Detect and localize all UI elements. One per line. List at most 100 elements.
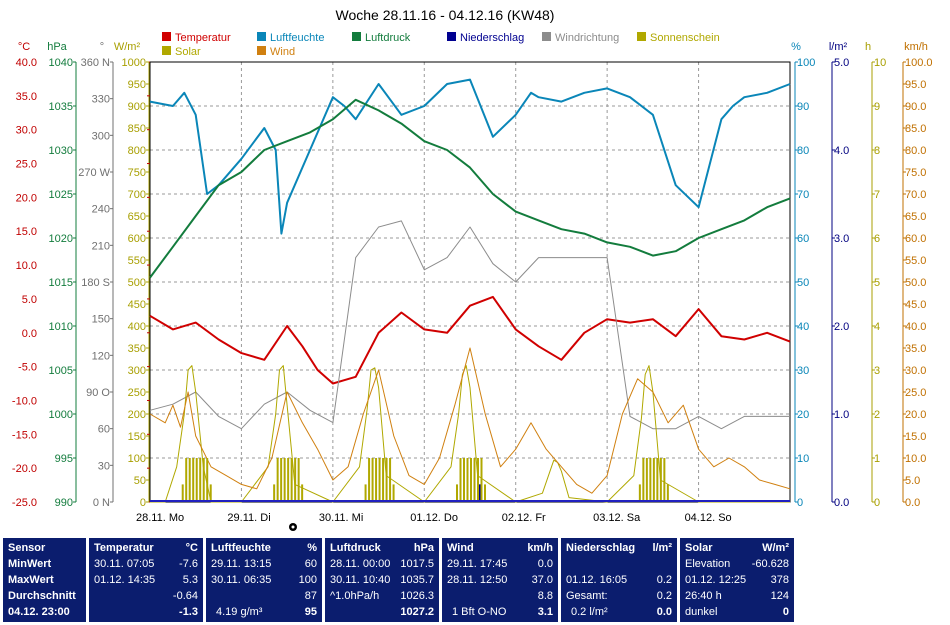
tick-label-solar: 0: [140, 497, 146, 509]
sunshine-bar: [456, 484, 458, 502]
rain-total-label: Gesamt:: [566, 590, 608, 602]
tick-label-pressure: 1015: [49, 277, 73, 289]
sunshine-bar: [638, 484, 641, 502]
legend-label: Sonnenschein: [650, 32, 720, 44]
sunshine-bar: [364, 484, 367, 502]
tick-label-winddir: 240: [92, 204, 110, 216]
tick-label-humidity: 10: [797, 453, 809, 465]
solar-state: dunkel: [685, 606, 718, 618]
tick-label-rain: 1.0: [834, 409, 849, 421]
tick-label-pressure: 1030: [49, 145, 73, 157]
wind-unit: km/h: [527, 542, 553, 554]
tick-label-wind: 65.0: [905, 211, 926, 223]
tick-label-solar: 500: [128, 277, 146, 289]
sunshine-bar: [283, 458, 286, 502]
solar-unit: W/m²: [762, 542, 789, 554]
sunshine-bar: [185, 458, 188, 502]
sensor-title: Sensor: [8, 542, 46, 554]
temperature-unit: °C: [185, 542, 198, 554]
sunshine-bar: [297, 458, 300, 502]
legend-label: Luftdruck: [365, 32, 411, 44]
temperature-max-value: 5.3: [182, 574, 198, 586]
sunshine-bar: [181, 484, 184, 502]
tick-label-wind: 35.0: [905, 343, 926, 355]
sunshine-bar: [368, 458, 371, 502]
pressure-stats: Luftdruck hPa 28.11. 00:00 1017.5 30.11. 1…: [325, 538, 439, 622]
tick-label-pressure: 995: [55, 453, 73, 465]
solar-max-value: 378: [770, 574, 789, 586]
pressure-min-time: 28.11. 00:00: [330, 558, 391, 570]
tick-label-pressure: 1035: [49, 101, 73, 113]
axis-unit-humidity: %: [791, 41, 801, 53]
humidity-min-value: 60: [304, 558, 317, 570]
chart-title: Woche 28.11.16 - 04.12.16 (KW48): [336, 7, 555, 23]
solar-avg-value: 124: [770, 590, 789, 602]
sunshine-bar: [656, 458, 659, 502]
tick-label-pressure: 1040: [49, 57, 73, 69]
tick-label-humidity: 20: [797, 409, 809, 421]
tick-label-humidity: 90: [797, 101, 809, 113]
tick-label-solar: 200: [128, 409, 146, 421]
min-label: MinWert: [8, 558, 52, 570]
humidity-max-time: 30.11. 06:35: [211, 574, 272, 586]
tick-label-temp: 0.0: [22, 328, 37, 340]
tick-label-temp: 25.0: [16, 159, 37, 171]
series-line-luftfeuchte: [149, 78, 791, 235]
tick-label-sunhours: 6: [874, 233, 880, 245]
tick-label-pressure: 990: [55, 497, 73, 509]
tick-label-winddir: 360 N: [81, 57, 110, 69]
tick-label-wind: 50.0: [905, 277, 926, 289]
humidity-avg-value: 87: [304, 590, 317, 602]
temperature-title: Temperatur: [94, 542, 154, 554]
sunshine-bar: [663, 458, 666, 502]
sensor-labels: Sensor MinWert MaxWert Durchschnitt 04.1…: [3, 538, 86, 622]
tick-label-humidity: 50: [797, 277, 809, 289]
sunshine-bar: [385, 458, 388, 502]
legend-swatch: [352, 32, 361, 41]
tick-label-solar: 100: [128, 453, 146, 465]
solar-elevation-value: -60.628: [751, 558, 789, 570]
solar-stats: Solar W/m² Elevation -60.628 01.12. 12:25 3…: [680, 538, 794, 622]
tick-label-wind: 60.0: [905, 233, 926, 245]
wind-max-time: 28.11. 12:50: [447, 574, 508, 586]
tick-label-sunhours: 8: [874, 145, 880, 157]
solar-max-time: 01.12. 12:25: [685, 574, 747, 586]
rain-title: Niederschlag: [566, 542, 636, 554]
sunshine-bar: [276, 458, 279, 502]
tick-label-wind: 90.0: [905, 101, 926, 113]
tick-label-temp: 35.0: [16, 91, 37, 103]
tick-label-wind: 75.0: [905, 167, 926, 179]
wind-current-value: 3.1: [537, 606, 553, 618]
tick-label-winddir: 90 O: [86, 387, 110, 399]
tick-label-wind: 30.0: [905, 365, 926, 377]
tick-label-solar: 50: [134, 475, 146, 487]
series-line-wind: [149, 347, 791, 494]
temperature-max-time: 01.12. 14:35: [94, 574, 156, 586]
rain-total-value: 0.2: [656, 590, 672, 602]
tick-label-sunhours: 7: [874, 189, 880, 201]
tick-label-sunhours: 9: [874, 101, 880, 113]
tick-label-winddir: 120: [92, 350, 110, 362]
x-axis: 28.11. Mo 29.11. Di 30.11. Mi 01.12. Do 02.1…: [136, 512, 732, 524]
pressure-unit: hPa: [413, 542, 434, 554]
axis-unit-temp: °C: [18, 41, 30, 53]
pressure-max-time: 30.11. 10:40: [330, 574, 391, 586]
sunshine-bar: [294, 458, 297, 502]
tick-label-solar: 550: [128, 255, 146, 267]
sunshine-bar: [378, 458, 381, 502]
legend-label: Temperatur: [175, 32, 231, 44]
legend: Temperatur Luftfeuchte Luftdruck Niederschl…: [162, 32, 720, 58]
sunshine-bar: [375, 458, 378, 502]
legend-swatch: [447, 32, 456, 41]
x-tick-label: 29.11. Di: [227, 512, 270, 524]
axis-unit-wind: km/h: [904, 41, 928, 53]
tick-label-pressure: 1020: [49, 233, 73, 245]
sunshine-bar: [666, 484, 669, 502]
axis-unit-rain: l/m²: [829, 41, 848, 53]
axis-unit-sunhours: h: [865, 41, 871, 53]
axis-unit-pressure: hPa: [47, 41, 67, 53]
rain-max-value: 0.2: [656, 574, 672, 586]
sunshine-bar: [645, 458, 648, 502]
sunshine-bar: [301, 484, 304, 502]
sunshine-bar: [206, 458, 209, 502]
